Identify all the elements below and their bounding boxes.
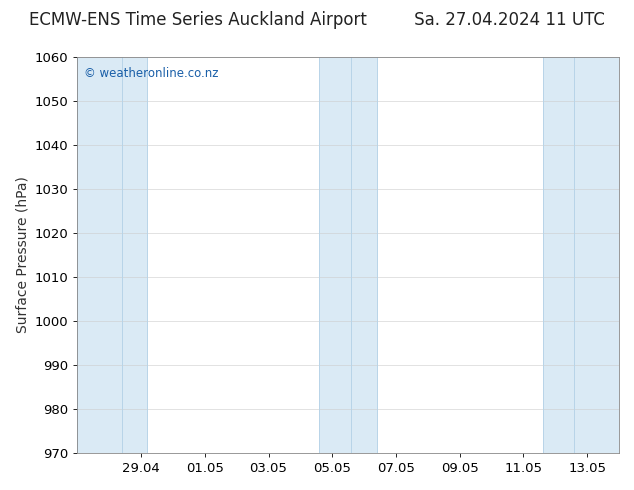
Text: © weatheronline.co.nz: © weatheronline.co.nz <box>84 67 218 80</box>
Bar <box>574 57 619 453</box>
Bar <box>77 57 122 453</box>
Bar <box>320 57 351 453</box>
Text: ECMW-ENS Time Series Auckland Airport         Sa. 27.04.2024 11 UTC: ECMW-ENS Time Series Auckland Airport Sa… <box>29 11 605 29</box>
Bar <box>351 57 377 453</box>
Bar <box>122 57 148 453</box>
Y-axis label: Surface Pressure (hPa): Surface Pressure (hPa) <box>15 176 29 334</box>
Bar <box>543 57 574 453</box>
